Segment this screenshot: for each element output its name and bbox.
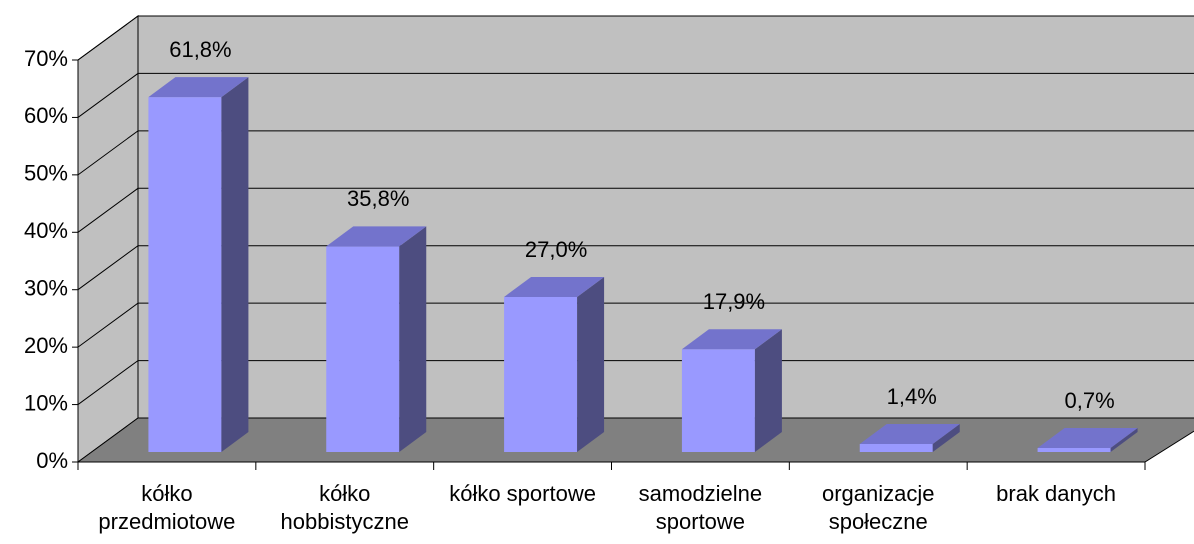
- y-tick-label: 70%: [24, 46, 68, 71]
- x-tick-label: kółko hobbistyczne: [280, 481, 409, 534]
- grid-line: [77, 245, 1194, 291]
- bar-side: [577, 276, 605, 452]
- bar-front: [504, 296, 578, 452]
- x-tick-label: brak danych: [996, 481, 1116, 506]
- bar-side: [221, 77, 249, 452]
- bar-side: [754, 329, 782, 452]
- bar-top: [859, 423, 960, 444]
- value-label: 27,0%: [525, 237, 587, 262]
- grid-line: [77, 360, 1194, 405]
- bar-front: [326, 246, 400, 452]
- grid-line: [77, 72, 1194, 118]
- y-tick-label: 20%: [24, 333, 68, 358]
- value-label: 1,4%: [887, 384, 937, 409]
- value-label: 35,8%: [347, 186, 409, 211]
- bar-side: [399, 226, 427, 452]
- bar: [681, 329, 782, 452]
- bar: [148, 77, 249, 452]
- grid-line: [77, 302, 1194, 348]
- y-tick-label: 40%: [24, 218, 68, 243]
- bar-top: [148, 77, 249, 98]
- x-tick-label: kółko sportowe: [449, 481, 596, 506]
- back-wall: [137, 15, 1194, 419]
- x-tick-label: samodzielne sportowe: [638, 481, 763, 534]
- bar-top: [504, 276, 605, 297]
- y-tick-label: 30%: [24, 276, 68, 301]
- grid-line: [77, 15, 1194, 61]
- bar: [326, 226, 427, 452]
- value-label: 0,7%: [1065, 388, 1115, 413]
- bar-front: [1037, 447, 1111, 452]
- bar-front: [859, 443, 933, 452]
- side-wall: [77, 15, 139, 463]
- bar-side: [1110, 427, 1138, 452]
- bar: [1037, 427, 1138, 452]
- bar-side: [932, 423, 960, 452]
- y-tick-label: 0%: [36, 448, 68, 473]
- value-label: 17,9%: [703, 289, 765, 314]
- bar-front: [148, 97, 222, 452]
- grid-line: [77, 130, 1194, 176]
- x-tick-label: kółko przedmiotowe: [98, 481, 236, 534]
- bar-top: [1037, 427, 1138, 448]
- bar: [859, 423, 960, 452]
- y-tick-label: 50%: [24, 161, 68, 186]
- y-tick-label: 60%: [24, 103, 68, 128]
- bar-front: [681, 349, 755, 452]
- bar-top: [681, 329, 782, 350]
- bar: [504, 276, 605, 452]
- value-label: 61,8%: [169, 37, 231, 62]
- grid-line: [77, 187, 1194, 233]
- y-tick-label: 10%: [24, 390, 68, 415]
- x-tick-label: organizacje społeczne: [821, 481, 935, 534]
- bar-top: [326, 226, 427, 247]
